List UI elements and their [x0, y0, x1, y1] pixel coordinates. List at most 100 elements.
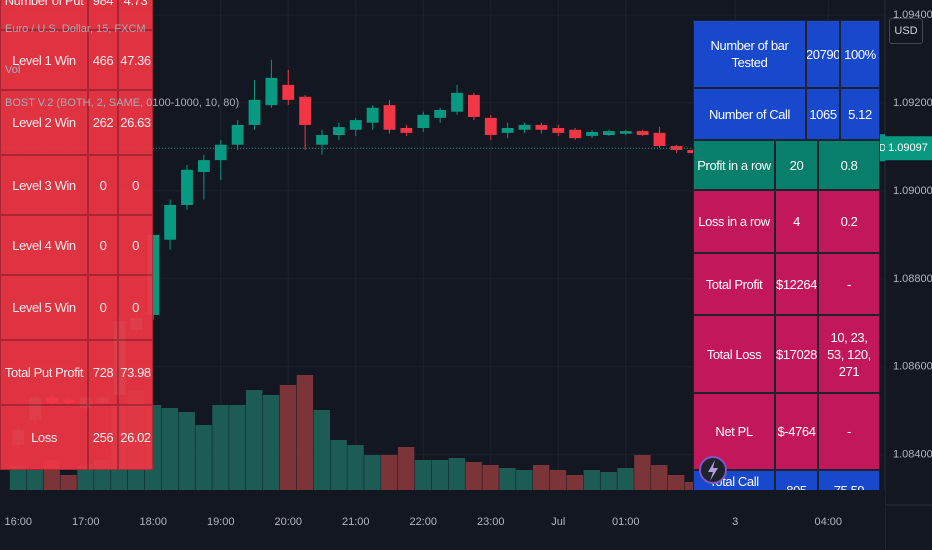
volume-bar	[566, 475, 584, 490]
candle-body	[619, 131, 632, 134]
candle-body	[299, 96, 312, 125]
call-table-cell: $17028	[775, 315, 818, 393]
candle-body	[282, 84, 295, 100]
call-table-cell: 10, 23, 53, 120, 271	[818, 315, 880, 393]
volume-bar	[195, 425, 212, 490]
put-table-cell: 0	[88, 155, 118, 215]
volume-bar	[296, 375, 314, 490]
call-table-cell: 0.2	[818, 190, 880, 253]
y-tick-label: 1.08400	[893, 449, 932, 461]
volume-bar	[330, 440, 347, 490]
x-tick-label: 21:00	[342, 516, 370, 528]
candle-body	[400, 127, 413, 133]
volume-bar	[617, 468, 634, 490]
put-table-cell: Level 3 Win	[0, 155, 88, 215]
volume-bar	[178, 412, 195, 490]
x-tick-label: 04:00	[815, 516, 843, 528]
candle-body	[535, 124, 548, 130]
candle-body	[383, 105, 396, 130]
candle-body	[434, 109, 447, 118]
put-table-cell: 26.63	[118, 90, 153, 155]
volume-bar	[246, 390, 263, 490]
candle-body	[484, 117, 497, 136]
put-table-cell: 728	[88, 340, 118, 405]
time-axis-bg	[0, 490, 885, 550]
call-table-cell: Number of bar Tested	[693, 20, 806, 88]
volume-bar	[465, 462, 482, 490]
put-table-cell: 0	[118, 215, 153, 275]
call-table-cell: Total Loss	[693, 315, 775, 393]
call-table-cell: 4	[775, 190, 818, 253]
candle-body	[316, 135, 328, 145]
put-table-cell: Level 4 Win	[0, 215, 88, 275]
candle-body	[349, 120, 362, 130]
candle-body	[181, 169, 193, 205]
volume-legend: Vol	[5, 64, 21, 76]
volume-bar	[229, 405, 246, 490]
call-table-cell: $-4764	[775, 393, 818, 470]
candle-body	[467, 95, 480, 118]
put-table-cell: 26.02	[118, 405, 153, 470]
volume-bar	[212, 405, 229, 490]
volume-bar	[313, 410, 330, 490]
x-tick-label: 20:00	[274, 516, 302, 528]
call-table-cell: Profit in a row	[693, 140, 775, 190]
x-tick-label: 23:00	[477, 516, 505, 528]
candle-body	[214, 144, 227, 161]
volume-bar	[279, 385, 297, 490]
put-table-cell: Level 5 Win	[0, 275, 88, 340]
volume-bar	[9, 465, 27, 490]
candle-body	[501, 127, 514, 133]
call-table-cell: 0.8	[818, 140, 880, 190]
put-table-cell: 0	[88, 215, 118, 275]
call-table-cell: -	[818, 253, 880, 315]
put-table-cell: 0	[118, 155, 153, 215]
y-tick-label: 1.09200	[893, 97, 932, 109]
volume-bar	[262, 395, 280, 490]
currency-button[interactable]: USD	[889, 18, 923, 44]
volume-bar	[667, 475, 685, 490]
call-table-cell: 20790	[806, 20, 840, 88]
put-table-cell: 984	[88, 0, 118, 30]
put-table-cell: Level 1 Win	[0, 30, 88, 90]
volume-bar	[60, 475, 77, 490]
candle-body	[366, 107, 379, 123]
candle-body	[552, 127, 565, 133]
x-tick-label: 3	[732, 516, 738, 528]
call-table-cell: 1065	[806, 88, 840, 140]
candle-body	[231, 124, 244, 145]
x-tick-label: 01:00	[612, 516, 640, 528]
candle-body	[248, 99, 261, 125]
call-table-cell: 5.12	[840, 88, 880, 140]
candle-body	[451, 92, 463, 112]
volume-bar	[414, 460, 432, 490]
y-tick-label: 1.09000	[893, 185, 932, 197]
volume-bar	[77, 465, 94, 490]
call-table-cell: Loss in a row	[693, 190, 775, 253]
put-table-cell: 0	[88, 275, 118, 340]
volume-bar	[26, 470, 44, 490]
put-table-cell: 47.36	[118, 30, 153, 90]
candle-body	[147, 234, 160, 315]
strategy-legend: BOST V.2 (BOTH, 2, SAME, 0100-1000, 10, …	[5, 97, 240, 109]
volume-bar	[583, 470, 600, 490]
volume-bar	[347, 445, 364, 490]
volume-bar	[431, 460, 449, 490]
price-label-box	[885, 136, 932, 161]
call-table-cell: 100%	[840, 20, 880, 88]
put-table-cell: Level 2 Win	[0, 90, 88, 155]
volume-bar	[516, 470, 533, 490]
put-table-cell: 0	[118, 275, 153, 340]
x-tick-label: 18:00	[139, 516, 167, 528]
candle-body	[164, 204, 177, 240]
volume-bar	[499, 468, 516, 490]
volume-bar	[397, 447, 415, 490]
candle-body	[602, 131, 615, 136]
volume-bar	[549, 470, 567, 490]
candle-body	[332, 127, 345, 136]
put-table-cell: 262	[88, 90, 118, 155]
volume-bar	[364, 455, 381, 490]
call-table-cell: -	[818, 393, 880, 470]
candle-body	[569, 129, 582, 139]
